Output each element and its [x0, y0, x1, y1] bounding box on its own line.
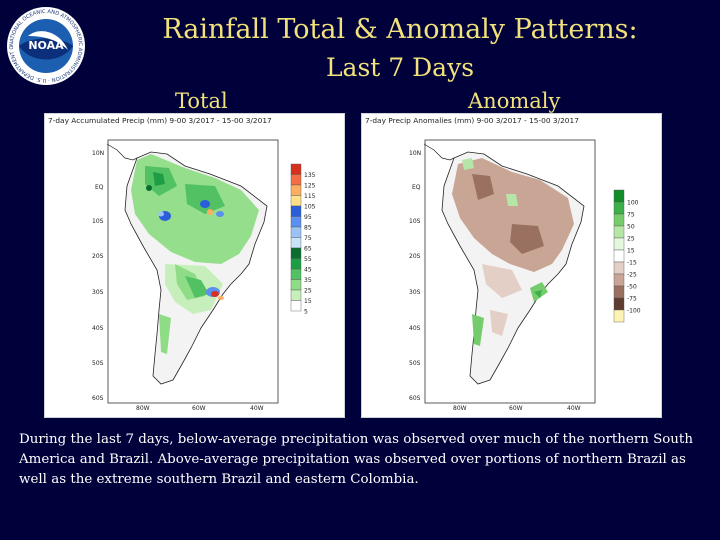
map-frame [424, 139, 596, 404]
lat-tick-50s: 50S [92, 360, 104, 367]
anomaly-legend-swatch [613, 189, 625, 203]
anomaly-map-title: 7-day Precip Anomalies (mm) 9-00 3/2017 … [365, 116, 579, 125]
total-legend-label: 115 [304, 193, 316, 200]
caption-text: During the last 7 days, below-average pr… [19, 432, 693, 487]
map-frame [107, 139, 279, 404]
lat-tick-60s: 60S [92, 395, 104, 402]
anomaly-legend-label: 50 [627, 224, 635, 231]
total-legend-label: 125 [304, 183, 316, 190]
precip-shading [131, 154, 259, 354]
total-legend: 135 125 115 105 95 85 75 65 55 45 35 25 15 5 [290, 163, 316, 316]
total-legend-swatch [290, 279, 302, 291]
anomaly-legend-label: 15 [627, 248, 635, 255]
lat-tick-20s: 20S [409, 253, 421, 260]
lat-tick-10s: 10S [409, 218, 421, 225]
total-legend-swatch [290, 300, 302, 312]
anomaly-legend-swatch [613, 309, 625, 323]
anomaly-legend-label: -50 [627, 284, 637, 291]
lat-tick-30s: 30S [92, 289, 104, 296]
anomaly-legend-swatch [613, 249, 625, 263]
total-legend-label: 5 [304, 309, 308, 316]
lat-tick-30s: 30S [409, 289, 421, 296]
anomaly-legend-label: 25 [627, 236, 635, 243]
lon-tick-40w: 40W [250, 405, 264, 412]
lat-tick-10s: 10S [92, 218, 104, 225]
total-legend-label: 55 [304, 256, 312, 263]
lat-axis: 10N EQ 10S 20S 30S 40S 50S 60S [92, 150, 104, 402]
central-america-outline [106, 143, 138, 161]
lat-tick-60s: 60S [409, 395, 421, 402]
anomaly-legend-swatch [613, 237, 625, 251]
anomaly-legend-swatch [613, 201, 625, 215]
total-legend-label: 15 [304, 298, 312, 305]
total-legend-label: 65 [304, 246, 312, 253]
lat-tick-50s: 50S [409, 360, 421, 367]
logo-text: NOAA [28, 39, 64, 52]
page-subtitle: Last 7 Days [325, 53, 475, 82]
total-legend-swatch [290, 289, 302, 301]
total-legend-swatch [290, 226, 302, 238]
lon-tick-40w: 40W [567, 405, 581, 412]
total-legend-swatch [290, 258, 302, 270]
total-legend-label: 85 [304, 225, 312, 232]
total-legend-swatch [290, 163, 302, 175]
lat-tick-eq: EQ [95, 184, 104, 191]
total-legend-swatch [290, 247, 302, 259]
anomaly-legend-label: -100 [627, 308, 641, 315]
anomaly-legend-swatch [613, 285, 625, 299]
total-panel-label: Total [175, 89, 228, 113]
anomaly-legend-swatch [613, 261, 625, 275]
heavy-rain-spots [146, 185, 224, 300]
total-legend-label: 45 [304, 267, 312, 274]
anomaly-legend-label: -25 [627, 272, 637, 279]
total-legend-label: 25 [304, 288, 312, 295]
lon-axis: 80W 60W 40W [136, 405, 264, 412]
lon-tick-60w: 60W [192, 405, 206, 412]
anomaly-panel-label: Anomaly [468, 89, 561, 113]
anomaly-legend-label: 100 [627, 200, 639, 207]
total-legend-swatch [290, 216, 302, 228]
anomaly-legend-swatch [613, 297, 625, 311]
total-legend-label: 135 [304, 172, 316, 179]
lat-tick-20s: 20S [92, 253, 104, 260]
anomaly-legend-label: 75 [627, 212, 635, 219]
central-america-outline [423, 143, 455, 161]
lat-tick-10n: 10N [92, 150, 104, 157]
lon-axis: 80W 60W 40W [453, 405, 581, 412]
total-legend-swatch [290, 184, 302, 196]
lat-tick-10n: 10N [409, 150, 421, 157]
anomaly-shading [452, 158, 574, 346]
anomaly-legend-swatch [613, 213, 625, 227]
total-legend-swatch [290, 195, 302, 207]
noaa-logo: NOAA NATIONAL OCEANIC AND ATMOSPHERIC AD… [4, 2, 86, 86]
total-legend-label: 35 [304, 277, 312, 284]
total-legend-label: 75 [304, 235, 312, 242]
anomaly-legend-label: -75 [627, 296, 637, 303]
lon-tick-80w: 80W [453, 405, 467, 412]
anomaly-legend: 100 75 50 25 15 -15 -25 -50 -75 -100 [613, 189, 641, 323]
lat-tick-40s: 40S [92, 325, 104, 332]
lat-tick-40s: 40S [409, 325, 421, 332]
anomaly-legend-swatch [613, 225, 625, 239]
total-map-title: 7-day Accumulated Precip (mm) 9-00 3/201… [48, 116, 272, 125]
total-precip-map: 7-day Accumulated Precip (mm) 9-00 3/201… [44, 113, 345, 418]
total-legend-swatch [290, 237, 302, 249]
page-title: Rainfall Total & Anomaly Patterns: [162, 14, 638, 45]
anomaly-legend-swatch [613, 273, 625, 287]
total-legend-label: 95 [304, 214, 312, 221]
total-legend-swatch [290, 268, 302, 280]
anomaly-precip-map: 7-day Precip Anomalies (mm) 9-00 3/2017 … [361, 113, 662, 418]
total-legend-label: 105 [304, 204, 316, 211]
total-legend-swatch [290, 174, 302, 186]
lon-tick-80w: 80W [136, 405, 150, 412]
anomaly-legend-label: -15 [627, 260, 637, 267]
total-legend-swatch [290, 205, 302, 217]
lat-tick-eq: EQ [412, 184, 421, 191]
lat-axis: 10N EQ 10S 20S 30S 40S 50S 60S [409, 150, 421, 402]
lon-tick-60w: 60W [509, 405, 523, 412]
